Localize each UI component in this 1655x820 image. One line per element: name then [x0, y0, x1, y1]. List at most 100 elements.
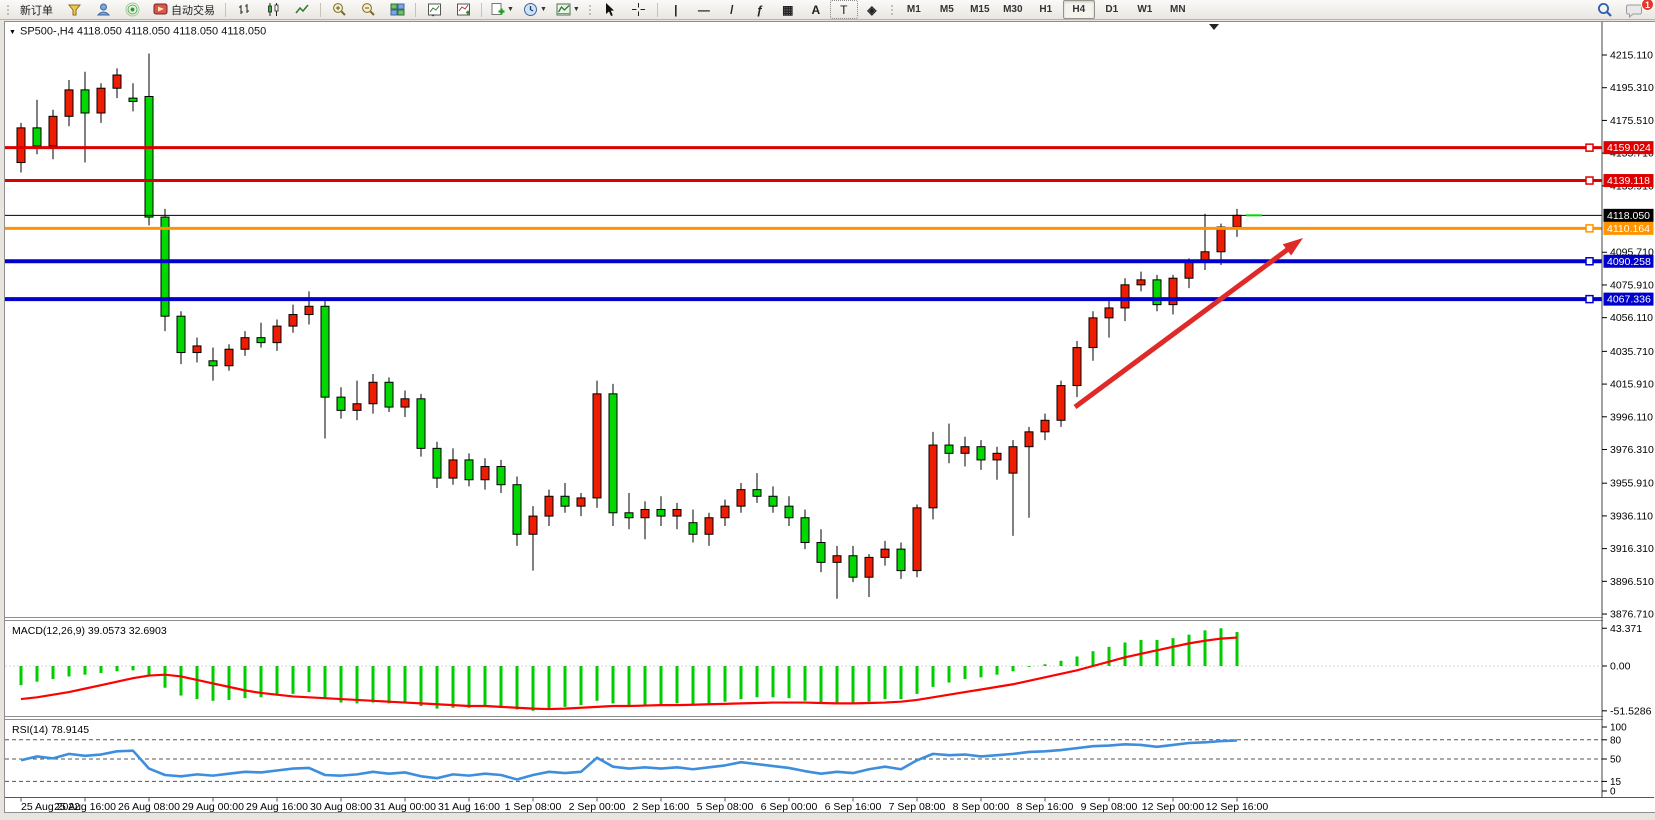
- cursor-icon[interactable]: [596, 0, 624, 19]
- broadcast-icon[interactable]: [118, 0, 146, 19]
- price-label-text: 4110.164: [1607, 223, 1650, 235]
- timeframe-group: M1 M5 M15 M30 H1 H4 D1 W1 MN: [898, 0, 1194, 19]
- toolbar-drag-handle[interactable]: [587, 2, 592, 17]
- chart-window[interactable]: 4215.1104195.3104175.5104155.7104135.910…: [4, 21, 1655, 813]
- candle-body: [416, 398, 426, 449]
- toolbar-separator: [656, 2, 658, 17]
- candle-body: [48, 115, 58, 147]
- toolbar-drag-handle[interactable]: [889, 2, 894, 17]
- trend-arrow-head: [1282, 238, 1303, 256]
- candle: [304, 291, 314, 325]
- candle-body: [1024, 431, 1034, 448]
- candle-body: [1184, 261, 1194, 279]
- horizontal-line-icon[interactable]: —: [697, 2, 710, 17]
- timeframe-m5[interactable]: M5: [939, 4, 954, 15]
- macd-pane[interactable]: MACD(12,26,9) 39.0573 32.6903: [5, 625, 1602, 711]
- candlestick-series: [16, 53, 1242, 599]
- level-handle[interactable]: [1585, 257, 1594, 266]
- level-handle[interactable]: [1585, 176, 1594, 185]
- toolbar-drag-handle[interactable]: [6, 2, 10, 17]
- zoom-in-icon[interactable]: [325, 0, 353, 19]
- zoom-out-icon[interactable]: [354, 0, 382, 19]
- candle-body: [784, 505, 794, 519]
- autotrade-label: 自动交易: [171, 4, 215, 17]
- candle: [1024, 426, 1034, 518]
- candle-body: [688, 522, 698, 535]
- timeframe-m30[interactable]: M30: [1003, 4, 1023, 15]
- bar-chart-icon[interactable]: [230, 0, 258, 19]
- candle-body: [368, 381, 378, 405]
- candlestick-chart-icon[interactable]: [259, 0, 287, 19]
- candle-body: [832, 555, 842, 563]
- chat-button[interactable]: 1: [1620, 0, 1654, 19]
- new-chart-button[interactable]: ▼: [486, 0, 518, 19]
- candle: [464, 453, 474, 487]
- price-tick-label: 3976.310: [1610, 444, 1654, 456]
- text-label-icon[interactable]: T: [829, 0, 858, 19]
- candle: [608, 383, 618, 527]
- period-clock-button[interactable]: ▼: [519, 0, 551, 19]
- vertical-line-icon[interactable]: |: [674, 2, 678, 17]
- candle: [880, 540, 890, 566]
- timeframe-m1[interactable]: M1: [906, 4, 921, 15]
- candle: [32, 99, 42, 155]
- notification-badge[interactable]: 1: [1641, 0, 1654, 11]
- candle: [976, 440, 986, 470]
- candle-body: [736, 489, 746, 507]
- trend-line-icon[interactable]: /: [730, 2, 734, 17]
- candle: [432, 441, 442, 489]
- price-tick-label: 3996.110: [1610, 411, 1653, 423]
- candle-body: [192, 345, 202, 354]
- chart-shift-marker[interactable]: [1209, 24, 1219, 30]
- level-handle[interactable]: [1585, 143, 1594, 152]
- price-axis[interactable]: 4215.1104195.3104175.5104155.7104135.910…: [1601, 22, 1654, 798]
- timeframe-mn[interactable]: MN: [1170, 4, 1186, 15]
- candle: [1008, 440, 1018, 536]
- candle-body: [976, 446, 986, 461]
- candle-body: [448, 459, 458, 479]
- indicators-list-button[interactable]: ▼: [552, 0, 584, 19]
- timeframe-d1[interactable]: D1: [1105, 4, 1119, 15]
- indicator-window-add-icon[interactable]: [449, 0, 477, 19]
- new-order-button[interactable]: 新订单: [20, 4, 53, 17]
- level-handle[interactable]: [1585, 294, 1594, 304]
- price-tick-label: 4035.710: [1610, 346, 1654, 358]
- search-icon[interactable]: [1591, 0, 1619, 19]
- price-label-box: 4067.336: [1603, 292, 1654, 306]
- timeframe-h4[interactable]: H4: [1062, 0, 1095, 19]
- indicator-window-icon[interactable]: [420, 0, 448, 19]
- macd-tick-label: 0.00: [1610, 661, 1631, 673]
- crosshair-icon[interactable]: [625, 0, 653, 19]
- candle: [944, 423, 954, 464]
- timeframe-w1[interactable]: W1: [1137, 4, 1153, 15]
- candle: [576, 492, 586, 517]
- grid-object-icon[interactable]: ▦: [782, 2, 794, 17]
- funnel-icon[interactable]: [60, 0, 88, 19]
- fibonacci-icon[interactable]: ƒ: [756, 2, 764, 17]
- candle: [112, 68, 122, 99]
- shapes-icon[interactable]: ◈: [867, 2, 877, 17]
- candle: [336, 387, 346, 419]
- timeframe-m15[interactable]: M15: [970, 4, 990, 15]
- new-chart-icon: [491, 3, 505, 15]
- candle: [352, 380, 362, 421]
- candle: [128, 83, 138, 112]
- price-label-bg: [1603, 254, 1654, 268]
- price-chart[interactable]: 4215.1104195.3104175.5104155.7104135.910…: [5, 22, 1654, 812]
- profile-icon[interactable]: [89, 0, 117, 19]
- rsi-tick-label: 0: [1610, 787, 1616, 798]
- candle-body: [704, 517, 714, 535]
- candle-body: [848, 555, 858, 578]
- line-chart-icon[interactable]: [288, 0, 316, 19]
- trend-arrow-line[interactable]: [1073, 244, 1293, 410]
- text-icon[interactable]: A: [811, 2, 821, 17]
- tile-windows-icon[interactable]: [383, 0, 411, 19]
- rsi-pane[interactable]: RSI(14) 78.9145: [5, 724, 1602, 782]
- level-handle[interactable]: [1585, 224, 1594, 233]
- trend-arrow[interactable]: [1073, 238, 1303, 410]
- timeframe-h1[interactable]: H1: [1039, 4, 1053, 15]
- candle-body: [1152, 279, 1162, 306]
- price-axis-bg[interactable]: [1603, 22, 1654, 797]
- autotrade-button[interactable]: 自动交易: [147, 0, 221, 19]
